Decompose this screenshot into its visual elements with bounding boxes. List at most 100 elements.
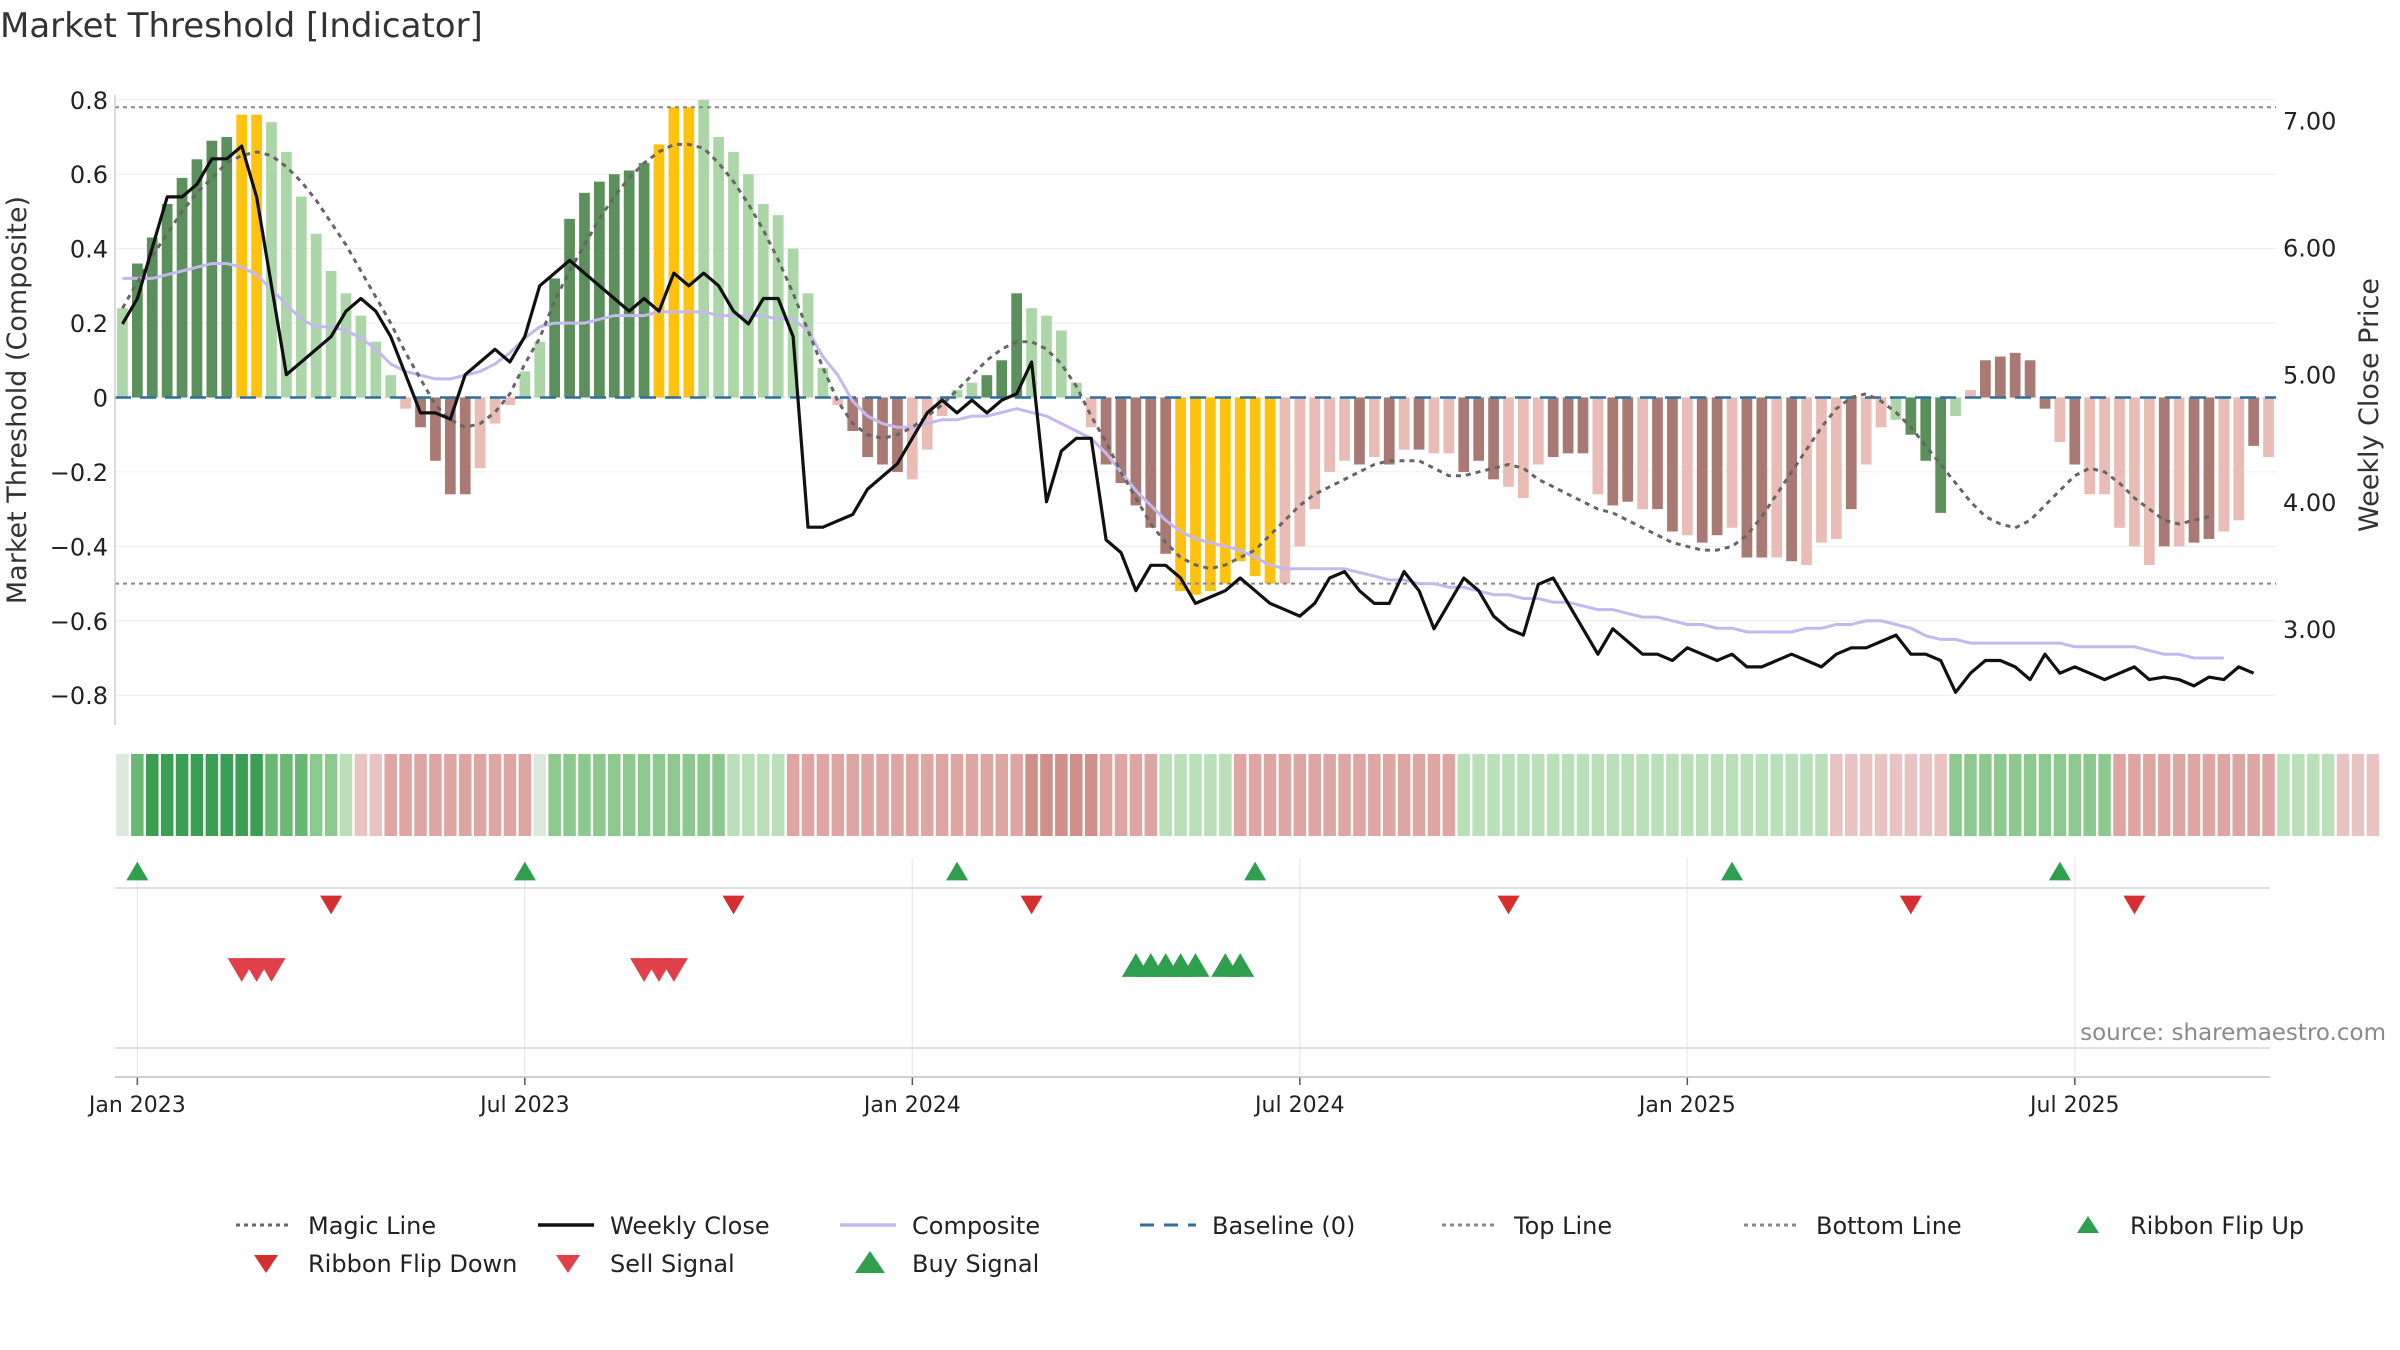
ribbon-flip-up-marker bbox=[2048, 861, 2071, 881]
ribbon-cell bbox=[503, 754, 517, 836]
ribbon-cell bbox=[1427, 754, 1441, 836]
composite-bar bbox=[1786, 397, 1798, 562]
composite-bar bbox=[1354, 397, 1365, 465]
ribbon-cell bbox=[444, 754, 457, 836]
composite-bar bbox=[1652, 397, 1663, 510]
ribbon-cell bbox=[1994, 754, 2007, 836]
ribbon-cell bbox=[1874, 754, 1888, 836]
ribbon-cell bbox=[980, 754, 994, 836]
ribbon-cell bbox=[131, 754, 144, 836]
composite-bar bbox=[1726, 397, 1738, 528]
ribbon-cell bbox=[1174, 754, 1187, 836]
composite-bar bbox=[549, 278, 561, 398]
composite-bar bbox=[2233, 397, 2245, 521]
right-tick-label: 4.00 bbox=[2283, 489, 2336, 517]
ribbon-cell bbox=[1472, 754, 1485, 836]
legend-label: Ribbon Flip Down bbox=[308, 1250, 517, 1278]
composite-bar bbox=[802, 293, 814, 398]
lines bbox=[115, 106, 2276, 694]
ribbon-cell bbox=[1546, 754, 1560, 836]
x-tick-label: Jul 2025 bbox=[2028, 1093, 2120, 1118]
ribbon-cell bbox=[1114, 754, 1128, 836]
composite-bar bbox=[564, 218, 575, 398]
ribbon-cell bbox=[280, 754, 293, 836]
x-tick-label: Jul 2024 bbox=[1253, 1093, 1345, 1118]
composite-bar bbox=[1413, 397, 1425, 450]
composite-bar bbox=[1324, 397, 1335, 472]
ribbon-cell bbox=[1517, 754, 1530, 836]
ribbon-cell bbox=[1710, 754, 1724, 836]
composite-bar bbox=[1637, 397, 1648, 510]
composite-bar bbox=[1428, 397, 1440, 454]
ribbon-cell bbox=[2098, 754, 2111, 836]
legend-swatch bbox=[855, 1251, 885, 1273]
composite-bar bbox=[1056, 330, 1067, 398]
composite-bar bbox=[459, 397, 471, 495]
ribbon-cell bbox=[1591, 754, 1605, 836]
ribbon-cell bbox=[2217, 754, 2231, 836]
composite-bar bbox=[504, 397, 516, 405]
right-tick-label: 6.00 bbox=[2283, 235, 2336, 263]
gridlines bbox=[115, 99, 2276, 1075]
composite-bar bbox=[2173, 397, 2185, 547]
ribbon-cell bbox=[1815, 754, 1828, 836]
ribbon-cell bbox=[2008, 754, 2022, 836]
legend-swatch bbox=[254, 1255, 278, 1273]
ribbon-cell bbox=[324, 754, 338, 836]
ribbon-cell bbox=[1353, 754, 1366, 836]
legend-label: Bottom Line bbox=[1816, 1212, 1962, 1240]
ribbon-cell bbox=[637, 754, 651, 836]
legend-label: Baseline (0) bbox=[1212, 1212, 1355, 1240]
composite-bar bbox=[1011, 293, 1023, 398]
ribbon-cell bbox=[2292, 754, 2305, 836]
composite-bar bbox=[191, 159, 203, 398]
ribbon-cell bbox=[697, 754, 710, 836]
composite-bar bbox=[951, 390, 963, 398]
ribbon-cell bbox=[1576, 754, 1590, 836]
ribbon-cell bbox=[1055, 754, 1068, 836]
composite-bar bbox=[519, 371, 531, 398]
ribbon-cell bbox=[1084, 754, 1098, 836]
composite-bar bbox=[713, 136, 724, 398]
composite-bar bbox=[2024, 360, 2036, 398]
buy-signal-marker bbox=[1226, 953, 1255, 977]
ribbon-cell bbox=[399, 754, 412, 836]
x-tick-label: Jan 2024 bbox=[862, 1093, 961, 1118]
composite-bar bbox=[176, 177, 188, 398]
ribbon-cell bbox=[2247, 754, 2260, 836]
composite-bar bbox=[1830, 397, 1842, 539]
ribbon-cell bbox=[1651, 754, 1664, 836]
legend-swatch bbox=[556, 1255, 580, 1273]
ribbon-cell bbox=[2157, 754, 2171, 836]
ribbon-cell bbox=[2143, 754, 2156, 836]
ribbon-cell bbox=[1755, 754, 1769, 836]
legend-label: Top Line bbox=[1513, 1212, 1612, 1240]
ribbon-cell bbox=[831, 754, 845, 836]
ribbon-cell bbox=[1681, 754, 1694, 836]
composite-bar bbox=[936, 397, 948, 417]
composite-bar bbox=[1711, 397, 1723, 536]
legend-label: Composite bbox=[912, 1212, 1040, 1240]
composite-bar bbox=[117, 308, 128, 398]
ribbon-cell bbox=[2128, 754, 2141, 836]
ribbon-flip-down-marker bbox=[1899, 895, 1922, 915]
ribbon-cell bbox=[1159, 754, 1172, 836]
ribbon-cell bbox=[2306, 754, 2320, 836]
ribbon-flip-up-marker bbox=[1721, 861, 1744, 881]
composite-bar bbox=[1264, 397, 1276, 584]
left-axis-label: Market Threshold (Composite) bbox=[2, 196, 33, 604]
ribbon-flip-down-marker bbox=[1497, 895, 1520, 915]
ribbon-cell bbox=[1412, 754, 1426, 836]
composite-bar bbox=[653, 144, 665, 398]
ribbon-flip-down-marker bbox=[2123, 895, 2146, 915]
ribbon-cell bbox=[265, 754, 278, 836]
composite-bar bbox=[593, 181, 605, 398]
ribbon-cell bbox=[1621, 754, 1634, 836]
composite-bar bbox=[1681, 397, 1693, 536]
ribbon-cell bbox=[771, 754, 785, 836]
ribbon-cell bbox=[667, 754, 681, 836]
composite-bar bbox=[1190, 397, 1201, 595]
ribbon-cell bbox=[712, 754, 725, 836]
ribbon-cell bbox=[786, 754, 800, 836]
composite-bar bbox=[2069, 397, 2081, 465]
